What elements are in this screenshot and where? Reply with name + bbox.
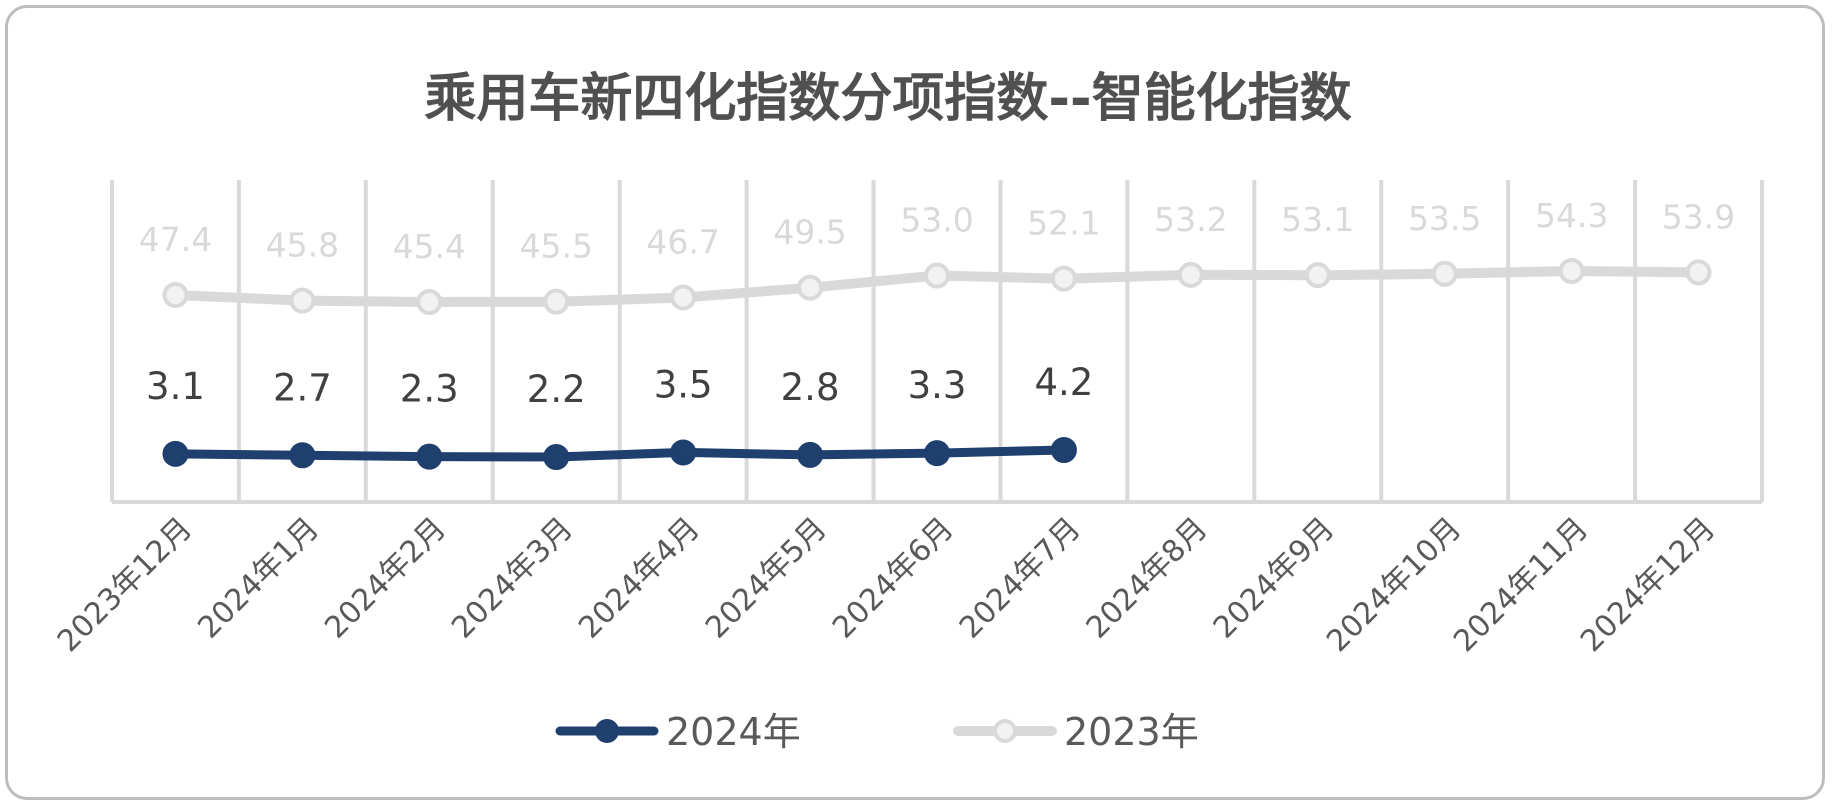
chart-frame: 乘用车新四化指数分项指数--智能化指数 [5,5,1825,800]
data-label-2023: 49.5 [773,213,846,252]
data-point-2023 [416,289,443,315]
data-point-2023 [543,288,570,315]
data-point-2024 [416,443,443,470]
data-point-2023 [670,284,697,311]
data-point-2023 [1685,259,1712,286]
data-label-2023: 46.7 [646,222,719,261]
data-point-2023 [1177,261,1204,288]
data-label-2023: 45.8 [266,226,339,265]
data-label-2023: 53.2 [1154,200,1227,239]
data-label-2023: 53.0 [900,201,973,240]
data-point-2023 [1558,258,1585,284]
data-point-2023 [1050,265,1077,292]
data-point-2024 [289,442,316,469]
x-tick-label: 2023年12月 [51,511,199,659]
data-point-2023 [289,287,316,314]
data-label-2023: 45.4 [393,227,466,266]
data-label-2024: 4.2 [1035,361,1094,404]
tick-layer: 2023年12月2024年1月2024年2月2024年3月2024年4月2024… [51,511,1722,659]
x-tick-label: 2024年10月 [1320,511,1468,659]
x-tick-label: 2024年5月 [699,511,834,646]
data-label-2024: 3.3 [908,364,967,407]
data-point-2024 [670,439,697,466]
data-point-2024 [543,444,570,470]
x-tick-label: 2024年1月 [191,511,326,646]
legend-label-2024: 2024年 [666,710,801,754]
data-point-2023 [162,282,189,309]
x-tick-label: 2024年12月 [1574,511,1722,659]
data-label-2023: 53.9 [1662,197,1735,236]
data-label-2024: 2.8 [781,366,840,409]
data-label-2024: 3.5 [654,363,713,406]
data-label-2024: 2.2 [527,368,586,411]
data-point-2024 [162,440,189,467]
x-tick-label: 2024年4月 [572,511,707,646]
data-label-2024: 2.3 [400,368,459,411]
data-label-2023: 45.5 [519,227,592,266]
legend-swatch-marker [595,719,619,743]
series-line-2024 [171,445,1069,462]
data-label-2023: 54.3 [1535,196,1608,235]
legend-swatch-marker [993,719,1017,743]
data-point-2023 [1431,260,1458,287]
grid-layer [110,180,1764,504]
data-point-2023 [797,274,824,301]
data-point-2023 [924,262,950,289]
data-point-2023 [1304,262,1331,289]
data-label-2024: 2.7 [273,366,332,409]
data-label-2024: 3.1 [146,365,205,408]
series-layer [162,258,1712,470]
chart-title: 乘用车新四化指数分项指数--智能化指数 [424,69,1352,129]
x-tick-label: 2024年9月 [1207,511,1342,646]
data-label-2023: 53.1 [1281,200,1354,239]
x-tick-label: 2024年11月 [1447,511,1595,659]
data-label-2023: 52.1 [1027,204,1100,243]
data-point-2024 [797,441,824,468]
data-point-2024 [924,440,950,467]
legend-label-2023: 2023年 [1064,710,1199,754]
data-label-2023: 47.4 [139,220,212,259]
x-tick-label: 2024年6月 [826,511,961,646]
x-tick-label: 2024年2月 [318,511,453,646]
legend-layer: 2024年 2023年 [555,710,1199,754]
label-layer: 47.4 45.8 45.4 45.5 46.7 49.5 53.0 52.1 53.2 53.1… [139,196,1736,411]
x-tick-label: 2024年7月 [953,511,1088,646]
x-tick-label: 2024年8月 [1080,511,1215,646]
x-tick-label: 2024年3月 [445,511,580,646]
data-label-2023: 53.5 [1408,199,1481,238]
data-point-2024 [1050,437,1077,463]
